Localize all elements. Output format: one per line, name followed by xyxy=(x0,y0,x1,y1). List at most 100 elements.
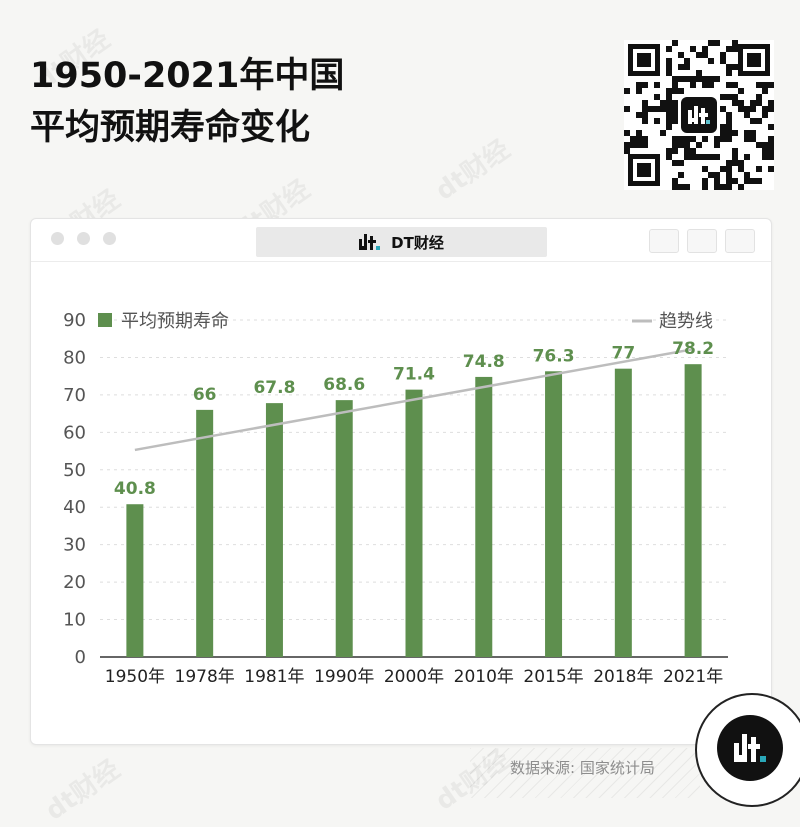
window-title-label: DT财经 xyxy=(391,233,444,252)
qr-module xyxy=(732,100,738,106)
qr-module xyxy=(738,88,744,94)
bar xyxy=(475,376,493,657)
qr-module xyxy=(672,142,678,148)
qr-module xyxy=(768,124,774,130)
qr-module xyxy=(750,118,756,124)
qr-module xyxy=(690,46,696,52)
qr-module xyxy=(636,112,642,118)
qr-module xyxy=(726,184,732,190)
qr-module xyxy=(672,136,678,142)
qr-module xyxy=(732,148,738,154)
qr-module xyxy=(696,52,702,58)
qr-module xyxy=(666,58,672,64)
qr-module xyxy=(756,166,762,172)
data-label: 77 xyxy=(611,344,635,364)
qr-module xyxy=(756,100,762,106)
qr-module xyxy=(642,118,648,124)
qr-module xyxy=(726,124,732,130)
bar xyxy=(684,364,702,657)
data-label: 78.2 xyxy=(672,339,714,359)
y-tick-label: 30 xyxy=(63,535,86,556)
qr-module xyxy=(672,88,678,94)
qr-module xyxy=(768,154,774,160)
footer-hatch xyxy=(470,748,700,798)
qr-module xyxy=(684,76,690,82)
y-tick-label: 0 xyxy=(75,647,86,668)
record-icon[interactable] xyxy=(649,229,679,253)
qr-module xyxy=(720,130,726,136)
qr-module xyxy=(642,100,648,106)
qr-module xyxy=(654,82,660,88)
qr-module xyxy=(720,166,726,172)
qr-module xyxy=(684,136,690,142)
share-icon[interactable] xyxy=(687,229,717,253)
qr-module xyxy=(672,112,678,118)
qr-module xyxy=(738,160,744,166)
qr-module xyxy=(624,88,630,94)
qr-module xyxy=(702,82,708,88)
x-tick-label: 1990年 xyxy=(314,667,374,687)
qr-module xyxy=(726,94,732,100)
qr-module xyxy=(756,142,762,148)
qr-module xyxy=(678,76,684,82)
qr-module xyxy=(708,58,714,64)
minimize-icon[interactable] xyxy=(77,232,90,245)
qr-module xyxy=(714,142,720,148)
qr-module xyxy=(684,148,690,154)
qr-module xyxy=(744,106,750,112)
bar xyxy=(126,504,144,657)
qr-module xyxy=(660,100,666,106)
qr-module xyxy=(738,166,744,172)
dt-logo-icon xyxy=(734,734,766,762)
qr-module xyxy=(702,136,708,142)
qr-module xyxy=(762,106,768,112)
qr-module xyxy=(750,106,756,112)
qr-module xyxy=(684,154,690,160)
qr-module xyxy=(714,40,720,46)
qr-module xyxy=(720,106,726,112)
y-tick-label: 20 xyxy=(63,572,86,593)
qr-module xyxy=(696,142,702,148)
qr-module xyxy=(684,58,690,64)
qr-module xyxy=(750,130,756,136)
y-tick-label: 50 xyxy=(63,460,86,481)
bar xyxy=(335,400,353,657)
qr-module xyxy=(636,136,642,142)
qr-module xyxy=(768,100,774,106)
data-label: 66 xyxy=(193,385,217,405)
qr-module xyxy=(666,46,672,52)
qr-module xyxy=(714,136,720,142)
qr-module xyxy=(744,172,750,178)
qr-module xyxy=(714,154,720,160)
title-line-1: 1950-2021年中国 xyxy=(30,56,345,96)
qr-module xyxy=(750,100,756,106)
qr-module xyxy=(672,76,678,82)
qr-module xyxy=(642,136,648,142)
qr-module xyxy=(702,178,708,184)
qr-module xyxy=(756,178,762,184)
qr-module xyxy=(708,172,714,178)
qr-module xyxy=(672,106,678,112)
qr-module xyxy=(726,130,732,136)
qr-module xyxy=(726,70,732,76)
qr-module xyxy=(666,64,672,70)
qr-module xyxy=(768,106,774,112)
qr-module xyxy=(702,166,708,172)
maximize-icon[interactable] xyxy=(103,232,116,245)
qr-module xyxy=(672,118,678,124)
qr-module xyxy=(678,184,684,190)
qr-module xyxy=(744,136,750,142)
qr-module xyxy=(642,112,648,118)
close-icon[interactable] xyxy=(51,232,64,245)
qr-module xyxy=(708,40,714,46)
qr-module xyxy=(762,88,768,94)
window-icon[interactable] xyxy=(725,229,755,253)
legend-bar-swatch xyxy=(98,313,112,327)
qr-module xyxy=(726,64,732,70)
qr-module xyxy=(642,106,648,112)
qr-module xyxy=(666,112,672,118)
qr-module xyxy=(648,106,654,112)
qr-module xyxy=(696,70,702,76)
qr-module xyxy=(690,148,696,154)
page-title: 1950-2021年中国 平均预期寿命变化 xyxy=(30,50,344,154)
